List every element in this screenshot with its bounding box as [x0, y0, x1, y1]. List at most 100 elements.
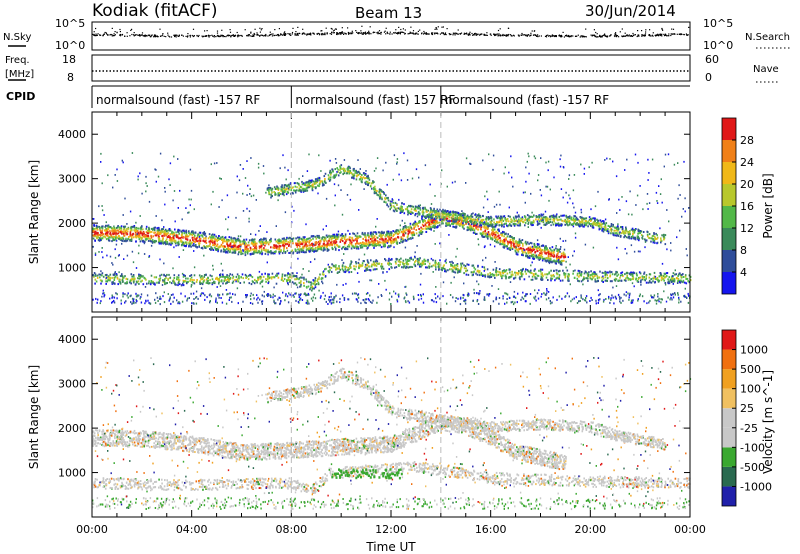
noise-point: [609, 35, 611, 37]
noise-point: [582, 35, 584, 37]
data-cell: [372, 243, 375, 245]
noise-point: [237, 36, 239, 38]
data-cell: [110, 227, 113, 230]
data-cell: [470, 227, 473, 230]
data-cell: [419, 231, 422, 234]
data-cell: [566, 222, 568, 225]
data-cell: [482, 231, 484, 234]
data-cell: [217, 246, 220, 249]
data-cell: [190, 241, 193, 244]
data-cell: [556, 248, 559, 251]
data-cell: [555, 215, 557, 218]
data-cell: [118, 226, 121, 229]
noise-point: [395, 29, 397, 31]
data-cell: [506, 247, 509, 250]
data-cell: [283, 246, 285, 249]
data-cell: [530, 253, 533, 256]
data-cell: [284, 251, 287, 254]
data-cell: [404, 226, 407, 229]
data-cell: [322, 243, 325, 246]
noise-point: [335, 28, 337, 30]
noise-point: [463, 33, 465, 35]
data-cell: [373, 192, 376, 195]
noise-point: [604, 35, 606, 37]
data-cell: [318, 182, 321, 185]
noise-point: [93, 31, 95, 33]
data-cell: [425, 227, 428, 230]
data-cell: [555, 216, 558, 219]
noise-point: [513, 35, 515, 37]
data-cell: [660, 237, 662, 240]
data-cell: [286, 185, 288, 188]
noise-point: [641, 34, 643, 36]
noise-point: [567, 34, 570, 37]
data-cell: [565, 214, 567, 217]
data-cell: [470, 213, 473, 216]
data-cell: [277, 241, 279, 244]
noise-point: [436, 32, 438, 34]
data-cell: [445, 222, 447, 225]
data-cell: [450, 265, 452, 268]
data-cell: [378, 241, 381, 244]
data-cell: [518, 244, 521, 247]
data-cell: [451, 215, 454, 217]
data-cell: [342, 246, 344, 249]
data-cell: [576, 222, 578, 225]
noise-point: [442, 32, 444, 34]
noise-point: [295, 34, 297, 36]
noise-point: [229, 34, 231, 36]
data-cell: [324, 181, 327, 184]
data-cell: [207, 237, 210, 240]
data-cell: [274, 238, 277, 241]
data-cell: [556, 249, 558, 252]
data-cell: [288, 243, 291, 246]
data-cell: [124, 239, 126, 242]
data-cell: [549, 221, 552, 223]
data-cell: [493, 225, 496, 228]
data-cell: [536, 243, 539, 245]
data-cell: [126, 278, 129, 281]
data-cell: [390, 244, 392, 247]
data-cell: [538, 215, 541, 218]
data-cell: [491, 234, 494, 237]
data-cell: [545, 260, 548, 263]
noise-point: [119, 34, 121, 36]
noise-point: [331, 28, 333, 30]
data-cell: [409, 237, 412, 240]
noise-point: [138, 34, 140, 36]
data-cell: [373, 186, 375, 189]
data-cell: [138, 238, 141, 241]
data-cell: [630, 237, 633, 240]
data-cell: [413, 227, 415, 229]
noise-point: [308, 33, 310, 35]
noise-point: [344, 32, 346, 34]
data-cell: [625, 226, 627, 229]
data-cell: [566, 223, 568, 226]
data-cell: [432, 216, 434, 219]
noise-point: [113, 34, 115, 37]
data-cell: [278, 248, 280, 251]
data-cell: [602, 228, 605, 230]
noise-point: [222, 36, 224, 38]
noise-point: [601, 36, 603, 38]
data-cell: [540, 217, 543, 220]
data-cell: [587, 220, 590, 223]
data-cell: [112, 233, 115, 236]
noise-point: [553, 35, 555, 37]
noise-point: [313, 32, 315, 34]
noise-point: [359, 32, 361, 34]
noise-point: [565, 34, 568, 36]
noise-point: [173, 34, 175, 36]
data-cell: [469, 224, 472, 227]
data-cell: [363, 244, 365, 247]
noise-point: [139, 35, 141, 37]
noise-point: [181, 34, 183, 36]
noise-point: [600, 35, 602, 37]
data-cell: [105, 234, 108, 237]
data-cell: [136, 230, 139, 232]
data-cell: [339, 238, 342, 241]
noise-point: [187, 35, 189, 37]
data-cell: [229, 244, 231, 247]
data-cell: [490, 217, 492, 220]
data-cell: [412, 212, 414, 215]
